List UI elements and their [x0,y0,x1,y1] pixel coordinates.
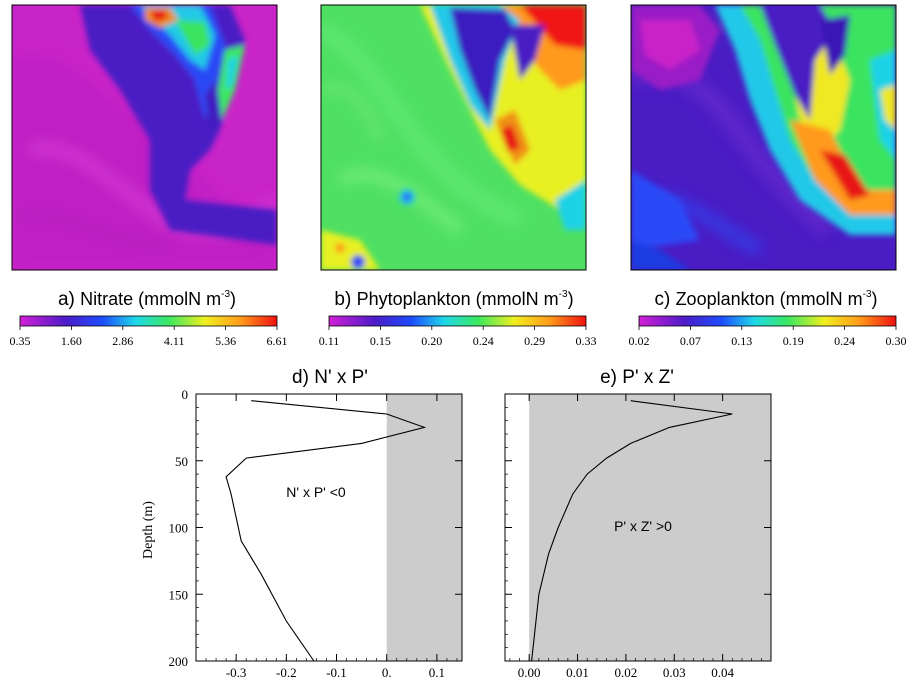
colorbar-tick-label: 0.24 [834,334,855,348]
phytoplankton-map [321,5,586,270]
x-tick-label: 0.00 [518,665,541,680]
colorbar-tick-label: 0.15 [370,334,391,348]
x-tick-label: 0.1 [429,665,445,680]
plot-title-e: e) P' x Z' [600,367,674,388]
colorbar-tick-label: 4.11 [164,334,185,348]
colorbar-tick-label: 0.11 [319,334,340,348]
colorbar-a [19,315,278,327]
panel-title-a: a) Nitrate (mmolN m-3) [58,289,236,310]
plot-annotation: P' x Z' >0 [614,518,672,534]
profile-series-line [225,400,427,662]
y-tick-label: 150 [169,587,189,602]
y-tick-label: 200 [169,654,189,669]
shaded-region [386,394,462,661]
x-tick-label: -0.1 [326,665,347,680]
x-tick-label: 0.03 [663,665,686,680]
panel-title-b: b) Phytoplankton (mmolN m-3) [334,289,573,310]
colorbar-c [638,315,897,327]
profile-plot-d: d) N' x P' Depth (m) -0.3 -0.2 -0.1 0. 0.1 0 5… [141,367,463,680]
profile-plot-e: e) P' x Z' 0.00 0.01 0.02 0.03 0.04 P' x Z' >… [504,367,772,680]
x-tick-label: -0.3 [226,665,247,680]
x-tick-label: 0.01 [566,665,589,680]
x-tick-label: 0.02 [615,665,638,680]
shaded-region [529,394,771,661]
x-tick-label: 0. [382,665,392,680]
colorbar-tick-labels: 0.35 1.60 2.86 4.11 5.36 6.61 0.11 0.15 0.20 0.24… [10,326,907,348]
profile-series-line [531,400,733,662]
x-tick-label: 0.04 [711,665,734,680]
colorbar-tick-label: 0.35 [10,334,31,348]
colorbar-tick-label: 0.07 [680,334,701,348]
panel-title-c: c) Zooplankton (mmolN m-3) [654,289,877,310]
colorbar-tick-label: 0.19 [783,334,804,348]
colorbar-tick-label: 0.24 [473,334,494,348]
colorbar-tick-label: 2.86 [112,334,133,348]
colorbar-tick-label: 1.60 [61,334,82,348]
map-frame-b [320,4,587,271]
x-tick-label: -0.2 [276,665,297,680]
colorbar-tick-label: 0.33 [576,334,597,348]
map-frame-a [11,4,278,271]
colorbar-tick-label: 0.29 [524,334,545,348]
map-frame-c [630,4,897,271]
nitrate-map [12,5,277,270]
zooplankton-map [631,5,896,270]
y-tick-label: 100 [169,521,189,536]
y-tick-label: 0 [182,387,189,402]
plot-annotation: N' x P' <0 [286,484,346,500]
colorbar-tick-label: 5.36 [215,334,236,348]
colorbar-tick-label: 0.02 [629,334,650,348]
y-tick-label: 50 [175,454,188,469]
colorbar-tick-label: 0.30 [886,334,907,348]
colorbar-b [328,315,587,327]
colorbar-tick-label: 0.20 [421,334,442,348]
colorbar-tick-label: 0.13 [731,334,752,348]
colorbar-tick-label: 6.61 [267,334,288,348]
plot-title-d: d) N' x P' [292,367,368,388]
y-axis-label: Depth (m) [141,501,156,559]
